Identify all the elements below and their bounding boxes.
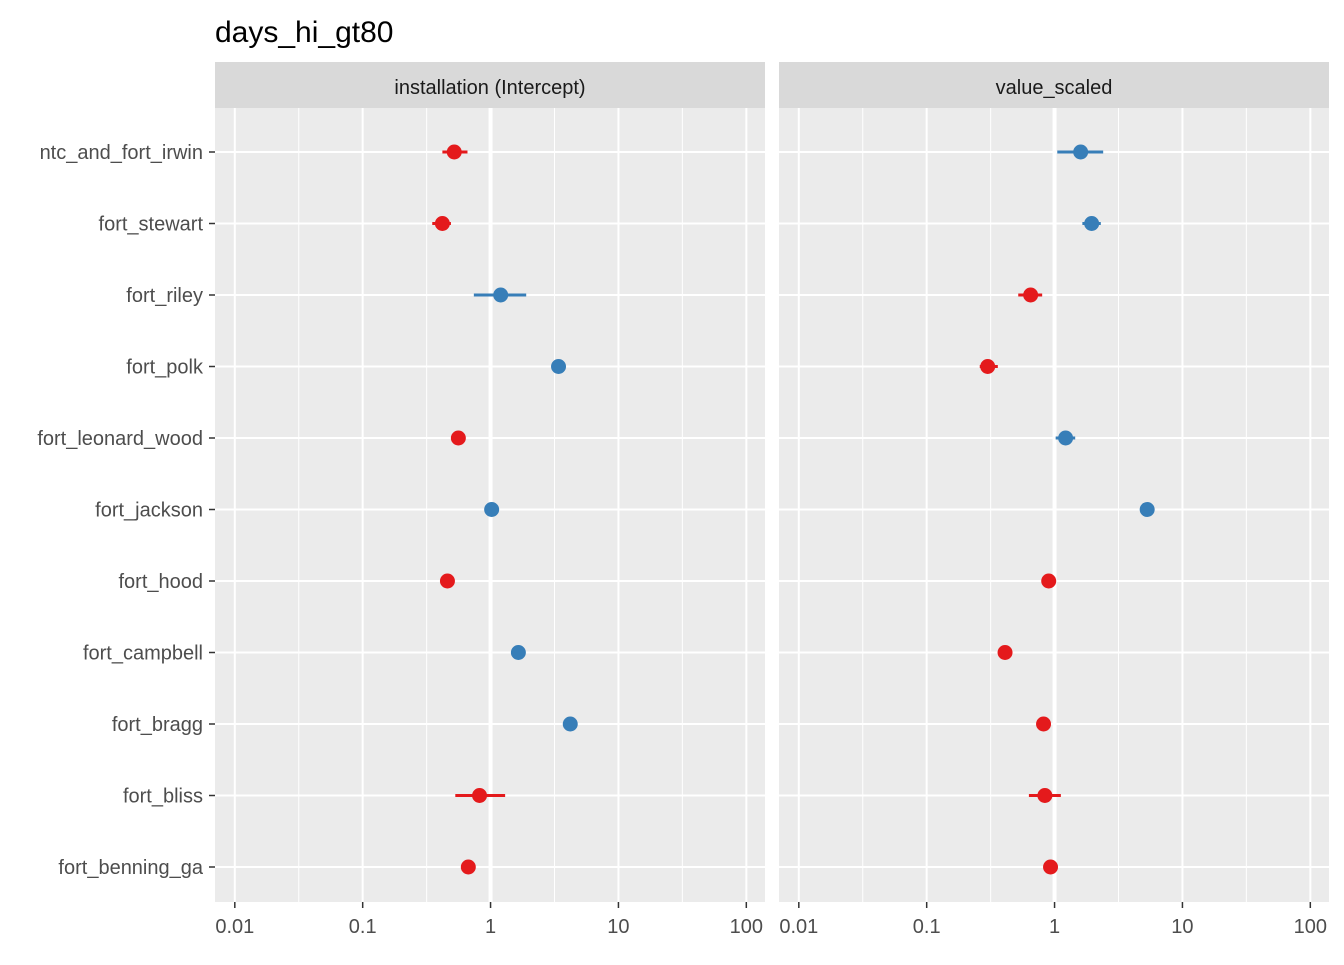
x-tick-label: 100	[1294, 916, 1327, 938]
y-tick-label: fort_polk	[126, 357, 204, 379]
y-tick-label: ntc_and_fort_irwin	[40, 142, 203, 164]
x-tick-label: 10	[607, 916, 629, 938]
point-fort-polk	[980, 359, 996, 374]
point-ntc-and-fort-irwin	[446, 144, 462, 160]
point-fort-riley	[493, 287, 509, 303]
point-fort-bragg	[562, 716, 578, 732]
facet-strip-label-1: value_scaled	[996, 77, 1113, 99]
y-tick-label: fort_bliss	[123, 786, 203, 808]
facet-strip-0	[215, 62, 765, 108]
point-fort-benning-ga	[460, 859, 476, 875]
y-tick-label: fort_hood	[118, 571, 203, 593]
y-tick-label: fort_stewart	[99, 214, 204, 236]
point-fort-leonard-wood	[450, 430, 466, 446]
y-tick-label: fort_campbell	[83, 643, 203, 665]
chart-title: days_hi_gt80	[215, 16, 393, 49]
y-tick-label: fort_leonard_wood	[37, 428, 203, 450]
point-fort-jackson	[484, 502, 500, 517]
x-tick-label: 1	[485, 916, 496, 938]
point-fort-riley	[1023, 287, 1039, 303]
x-tick-label: 10	[1171, 916, 1193, 938]
point-ntc-and-fort-irwin	[1073, 144, 1089, 160]
point-fort-jackson	[1139, 502, 1155, 517]
point-fort-campbell	[510, 645, 526, 660]
point-fort-benning-ga	[1043, 859, 1059, 875]
point-fort-hood	[439, 573, 455, 589]
point-fort-campbell	[997, 645, 1013, 660]
point-fort-stewart	[1084, 216, 1100, 231]
x-tick-label: 0.01	[215, 916, 254, 938]
facet-strip-label-0: installation (Intercept)	[394, 77, 585, 99]
point-fort-leonard-wood	[1058, 430, 1074, 446]
point-fort-stewart	[434, 216, 450, 231]
x-tick-label: 0.1	[913, 916, 941, 938]
y-tick-label: fort_bragg	[112, 714, 203, 736]
x-tick-label: 0.01	[779, 916, 818, 938]
x-tick-label: 1	[1049, 916, 1060, 938]
point-fort-bragg	[1036, 716, 1052, 732]
point-fort-bliss	[1037, 788, 1053, 803]
y-tick-label: fort_benning_ga	[58, 857, 203, 879]
y-tick-label: fort_jackson	[95, 500, 203, 522]
x-tick-label: 100	[730, 916, 763, 938]
point-fort-polk	[551, 359, 567, 374]
point-fort-hood	[1041, 573, 1057, 589]
facet-strip-1	[779, 62, 1329, 108]
x-tick-label: 0.1	[349, 916, 377, 938]
y-tick-label: fort_riley	[126, 285, 203, 307]
point-fort-bliss	[472, 788, 488, 803]
